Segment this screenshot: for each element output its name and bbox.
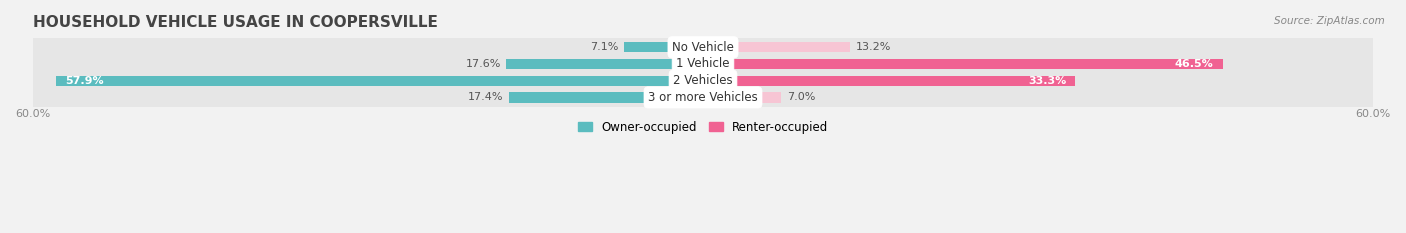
Text: 7.1%: 7.1%	[589, 42, 619, 52]
Text: 2 Vehicles: 2 Vehicles	[673, 74, 733, 87]
Text: 33.3%: 33.3%	[1028, 76, 1066, 86]
Text: 17.4%: 17.4%	[468, 93, 503, 102]
Bar	[624, 42, 703, 52]
Bar	[703, 75, 1076, 86]
Bar	[56, 75, 703, 86]
Bar	[32, 71, 1374, 90]
Bar	[509, 92, 703, 103]
Legend: Owner-occupied, Renter-occupied: Owner-occupied, Renter-occupied	[572, 116, 834, 138]
Text: 57.9%: 57.9%	[65, 76, 104, 86]
Text: 1 Vehicle: 1 Vehicle	[676, 58, 730, 71]
Bar	[506, 59, 703, 69]
Bar	[703, 42, 851, 52]
Bar	[703, 59, 1223, 69]
Bar	[703, 92, 782, 103]
Text: 7.0%: 7.0%	[787, 93, 815, 102]
Text: No Vehicle: No Vehicle	[672, 41, 734, 54]
Text: 17.6%: 17.6%	[465, 59, 501, 69]
Bar	[32, 54, 1374, 74]
Text: Source: ZipAtlas.com: Source: ZipAtlas.com	[1274, 16, 1385, 26]
Bar	[32, 38, 1374, 57]
Text: HOUSEHOLD VEHICLE USAGE IN COOPERSVILLE: HOUSEHOLD VEHICLE USAGE IN COOPERSVILLE	[32, 15, 437, 30]
Text: 46.5%: 46.5%	[1175, 59, 1213, 69]
Bar	[32, 88, 1374, 107]
Text: 3 or more Vehicles: 3 or more Vehicles	[648, 91, 758, 104]
Text: 13.2%: 13.2%	[856, 42, 891, 52]
